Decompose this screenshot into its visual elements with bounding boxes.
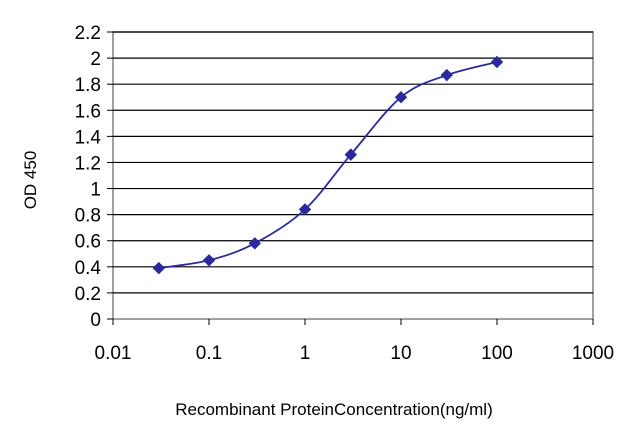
y-tick-label: 2.2 [75, 23, 101, 44]
grid-lines [113, 31, 593, 294]
y-tick-label: 0.8 [75, 206, 101, 227]
x-axis-ticks: 0.01 0.1 1 10 100 1000 [95, 319, 614, 364]
data-point [248, 237, 262, 250]
series-line [158, 61, 498, 269]
y-tick-label: 0.4 [75, 258, 102, 279]
x-tick-label: 1 [300, 343, 311, 364]
x-axis-title: Recombinant ProteinConcentration(ng/ml) [175, 400, 493, 419]
y-tick-label: 1.4 [75, 127, 102, 148]
x-tick-label: 1000 [572, 343, 614, 364]
data-point [152, 261, 166, 275]
x-tick-label: 0.01 [95, 343, 132, 364]
y-tick-label: 1.6 [75, 101, 101, 122]
y-axis-ticks: 0 0.2 0.4 0.6 0.8 1 1.2 1.4 1.6 1.8 2 2.2 [75, 23, 113, 331]
data-point [298, 203, 312, 216]
series-group [152, 55, 504, 275]
data-point [344, 148, 358, 161]
data-point [394, 91, 408, 104]
x-tick-label: 100 [481, 343, 513, 364]
data-point [490, 55, 504, 69]
y-axis-title: OD 450 [21, 151, 40, 210]
y-tick-label: 0.2 [75, 284, 101, 305]
y-tick-label: 0.6 [75, 232, 101, 253]
data-point [440, 68, 454, 82]
y-tick-label: 1.2 [75, 153, 101, 174]
y-tick-label: 1 [90, 180, 101, 201]
y-tick-label: 0 [90, 310, 101, 331]
y-tick-label: 2 [90, 49, 101, 70]
y-tick-label: 1.8 [75, 75, 101, 96]
x-tick-label: 10 [390, 343, 411, 364]
plot-area [112, 31, 594, 320]
x-tick-label: 0.1 [196, 343, 222, 364]
data-point [202, 254, 216, 267]
